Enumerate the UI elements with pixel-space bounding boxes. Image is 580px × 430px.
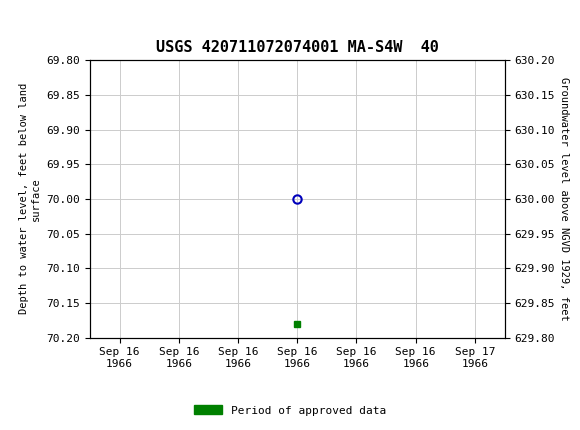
Title: USGS 420711072074001 MA-S4W  40: USGS 420711072074001 MA-S4W 40 <box>156 40 438 55</box>
Text: ≋USGS: ≋USGS <box>9 11 101 34</box>
Y-axis label: Groundwater level above NGVD 1929, feet: Groundwater level above NGVD 1929, feet <box>559 77 569 321</box>
Y-axis label: Depth to water level, feet below land
surface: Depth to water level, feet below land su… <box>19 83 41 314</box>
Legend: Period of approved data: Period of approved data <box>190 401 390 420</box>
